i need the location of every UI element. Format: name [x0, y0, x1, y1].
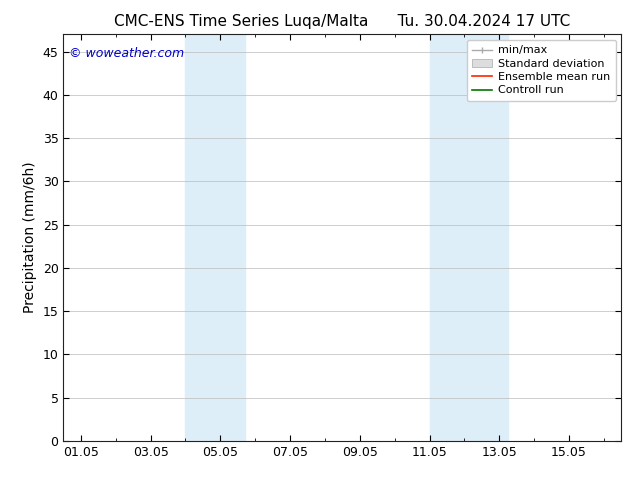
- Title: CMC-ENS Time Series Luqa/Malta      Tu. 30.04.2024 17 UTC: CMC-ENS Time Series Luqa/Malta Tu. 30.04…: [114, 14, 571, 29]
- Bar: [429, 34, 508, 441]
- Legend: min/max, Standard deviation, Ensemble mean run, Controll run: min/max, Standard deviation, Ensemble me…: [467, 40, 616, 101]
- Text: © woweather.com: © woweather.com: [69, 47, 184, 59]
- Bar: [185, 34, 245, 441]
- Y-axis label: Precipitation (mm/6h): Precipitation (mm/6h): [23, 162, 37, 314]
